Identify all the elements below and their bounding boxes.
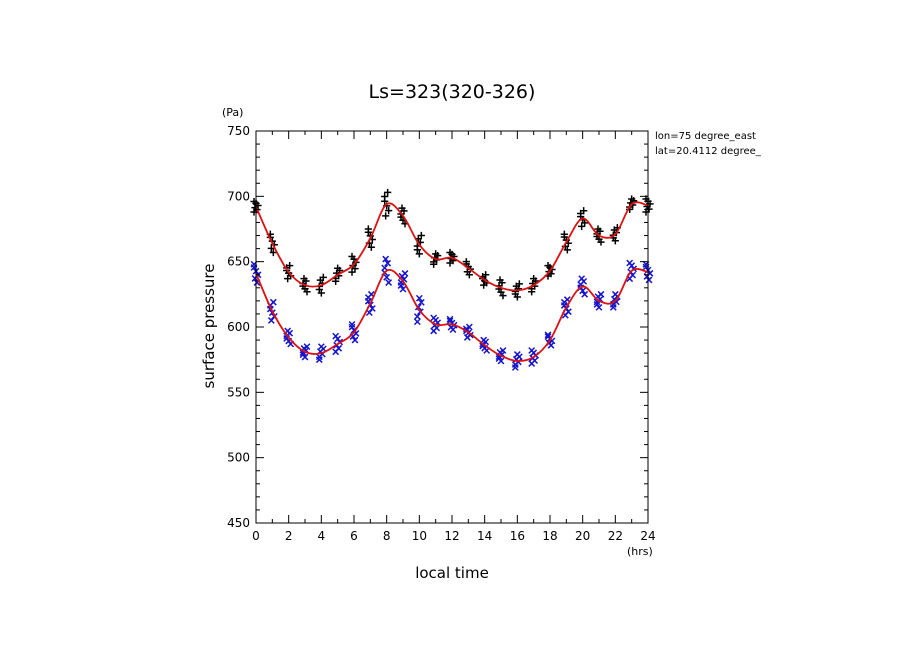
y-tick-label: 700 xyxy=(227,189,250,203)
x-marker xyxy=(415,294,423,302)
x-marker xyxy=(593,301,601,308)
x-marker xyxy=(267,317,275,324)
x-unit-label: (hrs) xyxy=(627,545,653,558)
plus-marker xyxy=(544,261,552,270)
markers xyxy=(250,188,654,371)
plus-marker xyxy=(594,225,602,233)
x-marker xyxy=(645,276,653,284)
annotation-lat: lat=20.4112 degree_ xyxy=(655,146,762,157)
x-marker xyxy=(348,323,356,331)
x-tick-label: 16 xyxy=(510,529,525,543)
plus-marker xyxy=(560,230,568,238)
x-tick-label: 12 xyxy=(444,529,459,543)
x-marker xyxy=(446,317,454,325)
x-marker xyxy=(401,270,409,277)
plus-marker xyxy=(385,207,393,215)
y-tick-label: 750 xyxy=(227,124,250,138)
plus-marker xyxy=(381,192,389,201)
plus-marker xyxy=(398,204,406,212)
x-marker xyxy=(528,347,536,354)
x-marker xyxy=(417,298,425,306)
y-tick-label: 550 xyxy=(227,385,250,399)
x-tick-label: 8 xyxy=(383,529,391,543)
x-marker xyxy=(564,308,572,316)
x-marker xyxy=(335,344,343,352)
x-marker xyxy=(381,264,389,272)
x-marker xyxy=(383,273,391,281)
x-marker xyxy=(332,332,340,340)
x-marker xyxy=(317,343,325,351)
x-tick-label: 14 xyxy=(477,529,492,543)
x-tick-label: 22 xyxy=(608,529,623,543)
chart-title: Ls=323(320-326) xyxy=(369,81,536,103)
x-tick-label: 4 xyxy=(318,529,326,543)
y-tick-label: 650 xyxy=(227,255,250,269)
x-marker xyxy=(303,343,311,351)
x-marker xyxy=(544,331,552,339)
y-tick-label: 450 xyxy=(227,516,250,530)
fit-line xyxy=(255,268,649,362)
x-marker xyxy=(597,290,605,298)
plus-marker xyxy=(382,212,390,220)
fit-lines xyxy=(255,201,649,362)
plus-marker xyxy=(530,275,538,283)
x-marker xyxy=(446,315,454,323)
x-tick-label: 20 xyxy=(575,529,590,543)
plus-marker xyxy=(446,248,454,257)
plus-marker xyxy=(580,207,588,215)
plus-marker xyxy=(367,243,375,251)
x-marker xyxy=(499,347,507,354)
x-marker xyxy=(348,320,356,328)
x-marker xyxy=(611,290,619,298)
x-marker xyxy=(399,285,407,293)
plus-marker xyxy=(432,250,440,258)
x-tick-label: 2 xyxy=(285,529,293,543)
plus-marker xyxy=(417,231,425,240)
x-marker xyxy=(579,287,587,295)
y-tick-label: 600 xyxy=(227,320,250,334)
x-marker xyxy=(413,313,421,320)
x-marker xyxy=(581,290,589,298)
x-marker xyxy=(430,314,438,322)
plus-marker xyxy=(348,252,356,261)
plus-marker xyxy=(300,275,308,283)
plus-marker xyxy=(515,280,523,288)
x-tick-label: 0 xyxy=(252,529,260,543)
x-marker xyxy=(269,298,277,306)
plus-marker xyxy=(286,261,294,270)
x-marker xyxy=(382,255,390,263)
x-marker xyxy=(385,279,393,286)
plus-marker xyxy=(319,273,327,281)
x-marker xyxy=(413,318,421,326)
x-axis-label: local time xyxy=(415,564,489,582)
plus-marker xyxy=(628,195,636,203)
axes: 0 2 4 6 8 10 12 14 16 18 20 22 244505005506006507007… xyxy=(227,124,656,543)
x-tick-label: 6 xyxy=(350,529,358,543)
plus-marker xyxy=(267,244,275,253)
plus-marker xyxy=(334,264,342,272)
y-axis-label: surface pressure xyxy=(200,264,218,389)
y-unit-label: (Pa) xyxy=(222,106,243,119)
x-marker xyxy=(465,323,473,331)
plus-marker xyxy=(462,258,470,266)
x-marker xyxy=(578,275,586,283)
x-tick-label: 24 xyxy=(640,529,655,543)
plus-marker xyxy=(496,276,504,284)
plus-marker xyxy=(384,188,392,197)
annotation-lon: lon=75 degree_east xyxy=(655,131,756,142)
x-marker xyxy=(513,351,521,358)
plus-marker xyxy=(364,225,372,233)
fit-line xyxy=(255,201,649,292)
x-tick-label: 10 xyxy=(412,529,427,543)
x-marker xyxy=(368,305,376,312)
plus-marker xyxy=(415,250,423,258)
x-tick-label: 18 xyxy=(542,529,557,543)
x-marker xyxy=(384,259,392,267)
x-marker xyxy=(626,259,634,267)
plus-marker xyxy=(269,248,277,257)
x-marker xyxy=(351,336,359,344)
plus-marker xyxy=(482,271,490,279)
y-tick-label: 500 xyxy=(227,451,250,465)
